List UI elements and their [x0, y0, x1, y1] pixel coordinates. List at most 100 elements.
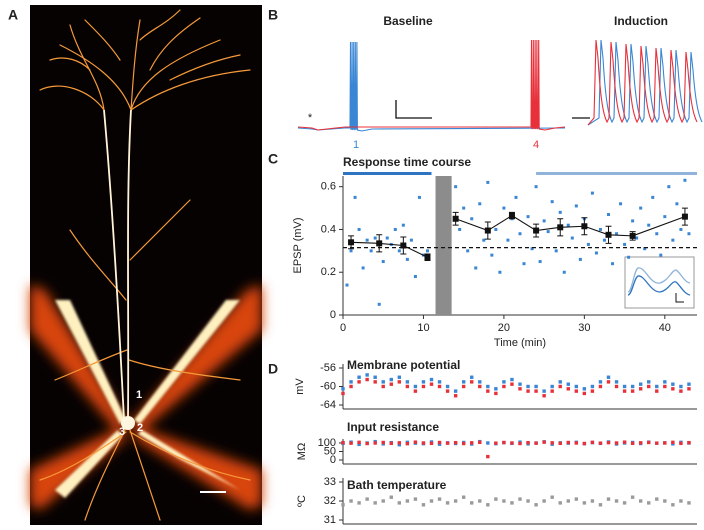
data-point: [373, 236, 377, 240]
data-point: [647, 440, 651, 445]
mean-point: [681, 213, 688, 220]
data-point: [566, 499, 570, 503]
data-point: [478, 384, 482, 389]
data-point: [671, 382, 675, 386]
data-point: [486, 180, 490, 184]
data-point: [663, 380, 667, 384]
data-point: [413, 384, 418, 389]
data-point: [498, 270, 502, 274]
data-point: [638, 387, 643, 391]
y-tick-label: 32: [324, 495, 336, 507]
data-point: [349, 384, 353, 389]
data-point: [606, 375, 611, 379]
data-point: [663, 441, 667, 445]
data-point: [478, 440, 482, 445]
data-point: [550, 384, 554, 389]
y-tick-label: -64: [320, 399, 336, 411]
mean-point: [581, 223, 588, 230]
data-point: [357, 380, 361, 384]
data-point: [631, 219, 635, 223]
data-point: [598, 503, 603, 507]
y-axis-label: ºC: [296, 495, 308, 507]
data-point: [622, 501, 627, 505]
data-point: [554, 249, 558, 253]
data-point: [405, 441, 410, 446]
data-point: [389, 495, 393, 499]
data-point: [389, 382, 393, 386]
data-point: [453, 499, 458, 503]
stimulus-marker: *: [308, 112, 313, 124]
data-point: [574, 389, 579, 393]
data-point: [357, 440, 361, 445]
data-point: [445, 389, 450, 393]
data-point: [606, 440, 611, 445]
data-point: [381, 440, 385, 445]
data-point: [562, 270, 566, 274]
data-point: [534, 503, 538, 507]
data-point: [393, 227, 397, 231]
y-tick-label: 100: [318, 437, 336, 449]
data-point: [558, 441, 562, 446]
data-point: [381, 260, 385, 264]
data-point: [470, 441, 474, 445]
data-point: [586, 242, 590, 246]
data-point: [365, 497, 369, 501]
data-point: [675, 202, 679, 206]
data-point: [421, 441, 426, 445]
epsp-inset: [624, 256, 695, 309]
data-point: [421, 503, 426, 507]
data-point: [518, 382, 522, 386]
data-point: [558, 210, 562, 214]
x-tick-label: 20: [498, 322, 510, 334]
data-point: [542, 219, 546, 223]
data-point: [381, 380, 385, 384]
data-point: [687, 501, 691, 505]
data-point: [598, 380, 603, 384]
data-point: [518, 497, 522, 501]
data-point: [542, 389, 546, 393]
data-point: [598, 441, 603, 445]
y-tick-label: -56: [320, 362, 336, 374]
data-point: [365, 377, 369, 382]
data-point: [353, 195, 357, 199]
data-point: [550, 441, 554, 445]
data-point: [518, 387, 522, 391]
data-point: [687, 440, 691, 445]
trace: [587, 39, 698, 126]
data-point: [470, 501, 474, 505]
panel-label: D: [268, 361, 278, 377]
data-point: [397, 441, 402, 445]
data-point: [679, 227, 683, 231]
data-point: [526, 499, 530, 503]
data-point: [341, 503, 345, 507]
data-point: [445, 384, 450, 389]
data-point: [530, 247, 534, 251]
charts: 0 0.2 0.4 0.6 0 10 20 30 40 EPSP (mV) Time (min) Re…: [292, 155, 697, 526]
data-point: [502, 380, 506, 384]
data-point: [590, 499, 595, 503]
data-point: [611, 262, 615, 266]
data-point: [606, 497, 611, 501]
data-point: [341, 391, 345, 396]
data-point: [558, 384, 562, 389]
data-point: [683, 178, 687, 182]
data-point: [369, 249, 373, 253]
trace: [297, 41, 566, 132]
data-point: [461, 380, 466, 384]
data-point: [630, 389, 635, 393]
data-point: [461, 384, 466, 389]
data-point: [373, 375, 377, 379]
data-point: [510, 501, 514, 505]
data-point: [663, 384, 667, 389]
data-point: [671, 440, 675, 445]
data-point: [607, 212, 610, 216]
data-point: [405, 499, 410, 503]
data-point: [502, 499, 506, 503]
panel-label: A: [8, 7, 18, 23]
data-point: [397, 380, 402, 384]
data-point: [566, 387, 570, 391]
trace: [587, 39, 703, 126]
data-point: [510, 377, 514, 382]
data-point: [570, 236, 574, 240]
data-point: [357, 375, 361, 379]
